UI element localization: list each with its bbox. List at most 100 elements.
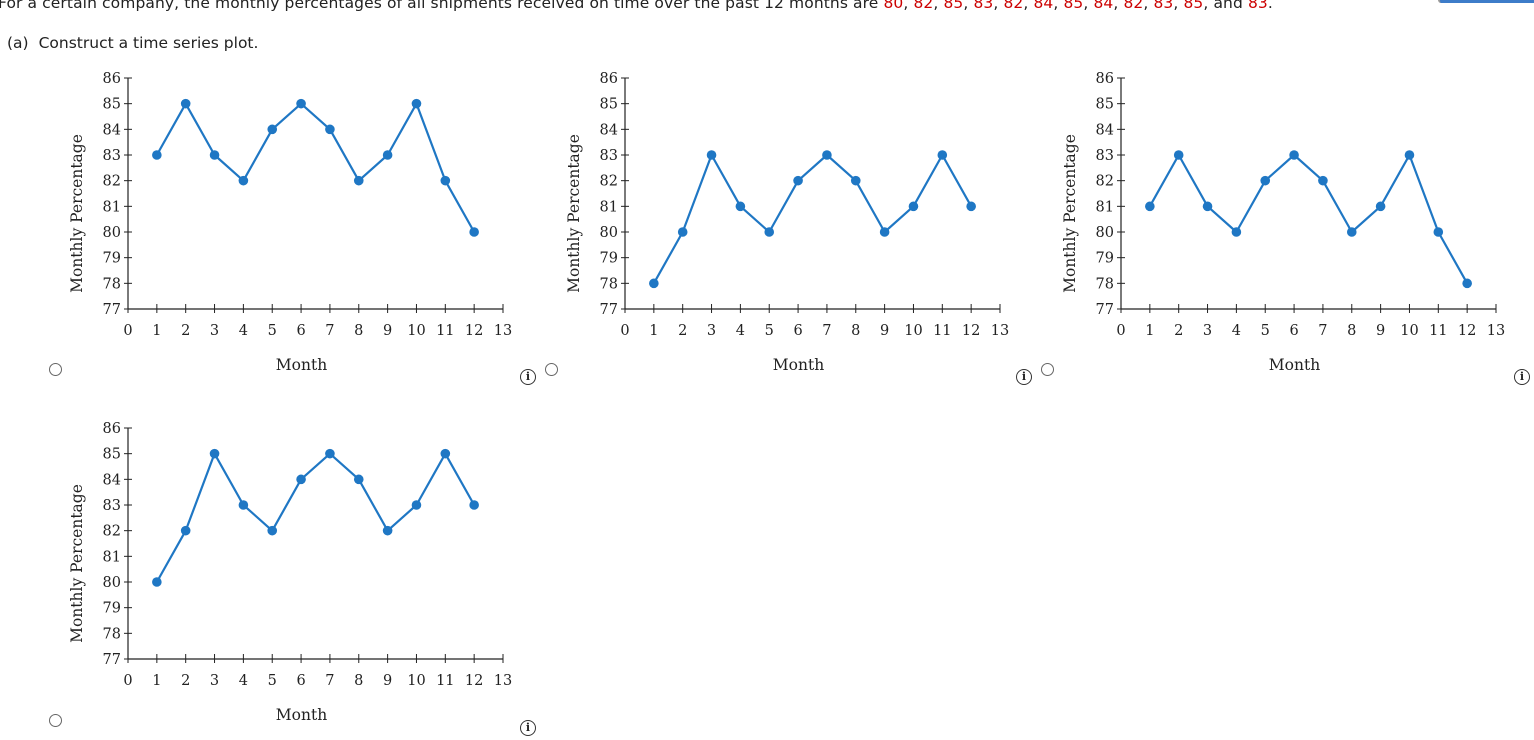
x-axis-label: Month — [276, 356, 327, 374]
x-tick-label: 13 — [494, 323, 512, 339]
data-value: 82 — [1123, 0, 1144, 12]
y-tick-label: 78 — [1096, 276, 1114, 292]
y-tick-label: 81 — [103, 549, 121, 565]
data-point — [1462, 278, 1472, 289]
data-point — [152, 577, 162, 587]
data-point — [267, 124, 278, 135]
data-value: 85 — [1063, 0, 1084, 12]
x-tick-label: 2 — [181, 323, 190, 339]
x-tick-label: 8 — [354, 323, 363, 339]
data-point — [735, 201, 746, 212]
x-tick-label: 11 — [436, 323, 454, 339]
y-tick-label: 82 — [103, 524, 121, 540]
x-tick-label: 7 — [325, 323, 334, 339]
info-icon[interactable]: i — [520, 369, 536, 385]
info-icon[interactable]: i — [1514, 369, 1530, 385]
data-point — [382, 525, 393, 536]
x-tick-label: 8 — [1347, 323, 1356, 339]
x-tick-label: 4 — [239, 673, 248, 689]
data-point — [469, 500, 479, 510]
data-point — [1202, 201, 1213, 212]
x-tick-label: 4 — [736, 323, 745, 339]
y-tick-label: 83 — [1096, 148, 1114, 164]
y-tick-label: 80 — [103, 575, 121, 591]
y-tick-label: 79 — [103, 251, 121, 267]
info-icon[interactable]: i — [520, 720, 536, 736]
x-tick-label: 1 — [1145, 323, 1154, 339]
y-tick-label: 77 — [103, 302, 121, 318]
y-tick-label: 84 — [103, 472, 121, 488]
y-tick-label: 80 — [1096, 225, 1114, 241]
y-tick-label: 77 — [600, 302, 618, 318]
x-tick-label: 3 — [210, 673, 219, 689]
series-line — [155, 102, 476, 233]
data-point — [180, 525, 191, 536]
data-point — [440, 448, 451, 459]
x-tick-label: 6 — [296, 323, 305, 339]
x-tick-label: 11 — [436, 673, 454, 689]
data-point — [296, 98, 306, 109]
x-tick-label: 9 — [383, 673, 392, 689]
x-tick-label: 10 — [1400, 323, 1418, 339]
data-point — [937, 150, 948, 160]
data-point — [382, 150, 393, 160]
data-point — [1173, 150, 1184, 160]
data-point — [764, 227, 775, 237]
x-tick-label: 0 — [123, 323, 132, 339]
y-tick-label: 83 — [600, 148, 618, 164]
radio-option-2[interactable] — [545, 363, 558, 376]
y-tick-label: 84 — [103, 122, 121, 138]
y-tick-label: 78 — [103, 276, 121, 292]
data-point — [440, 175, 451, 186]
data-point — [1375, 201, 1386, 212]
y-tick-label: 77 — [103, 652, 121, 668]
x-tick-label: 5 — [268, 323, 277, 339]
data-point — [850, 175, 861, 186]
x-tick-label: 5 — [765, 323, 774, 339]
x-tick-label: 13 — [1487, 323, 1505, 339]
data-point — [180, 98, 191, 109]
info-icon[interactable]: i — [1016, 369, 1032, 385]
data-value: 85 — [943, 0, 964, 12]
top-right-button[interactable] — [1438, 0, 1534, 3]
radio-option-1[interactable] — [49, 363, 62, 376]
data-point — [1433, 227, 1444, 237]
data-point — [411, 98, 422, 109]
x-tick-label: 8 — [354, 673, 363, 689]
radio-option-4[interactable] — [49, 714, 62, 727]
y-tick-label: 81 — [600, 199, 618, 215]
part-instruction: Construct a time series plot. — [38, 34, 259, 52]
chart-option-4: 77 78 79 80 81 82 83 84 85 86 0 1 2 3 4 5 6 7 8 9 10 11 12 13 Mo… — [60, 410, 540, 740]
y-tick-label: 81 — [1096, 199, 1114, 215]
x-tick-label: 12 — [1458, 323, 1476, 339]
data-point — [1260, 175, 1271, 186]
question-text: For a certain company, the monthly perce… — [0, 0, 1273, 12]
x-tick-label: 4 — [1232, 323, 1241, 339]
data-point — [353, 175, 364, 186]
data-value: 82 — [1003, 0, 1024, 12]
x-axis-label: Month — [276, 706, 327, 724]
data-point — [238, 175, 249, 186]
x-tick-label: 3 — [707, 323, 716, 339]
data-value: 83 — [1247, 0, 1268, 12]
radio-option-3[interactable] — [1041, 363, 1054, 376]
data-point — [469, 227, 479, 237]
series-line — [652, 153, 973, 284]
x-tick-label: 6 — [1289, 323, 1298, 339]
data-value: 83 — [1153, 0, 1174, 12]
data-value: 84 — [1033, 0, 1054, 12]
y-tick-label: 80 — [103, 225, 121, 241]
data-point — [966, 201, 976, 212]
chart-option-2: 77 78 79 80 81 82 83 84 85 86 0 1 2 3 4 5 6 7 8 9 10 11 12 13 Mo… — [560, 60, 1040, 390]
question-prefix: For a certain company, the monthly perce… — [0, 0, 884, 12]
y-tick-label: 86 — [1096, 71, 1114, 87]
y-tick-label: 79 — [103, 601, 121, 617]
data-point — [209, 150, 220, 160]
x-tick-label: 1 — [152, 673, 161, 689]
x-tick-label: 7 — [1318, 323, 1327, 339]
data-point — [325, 124, 335, 135]
